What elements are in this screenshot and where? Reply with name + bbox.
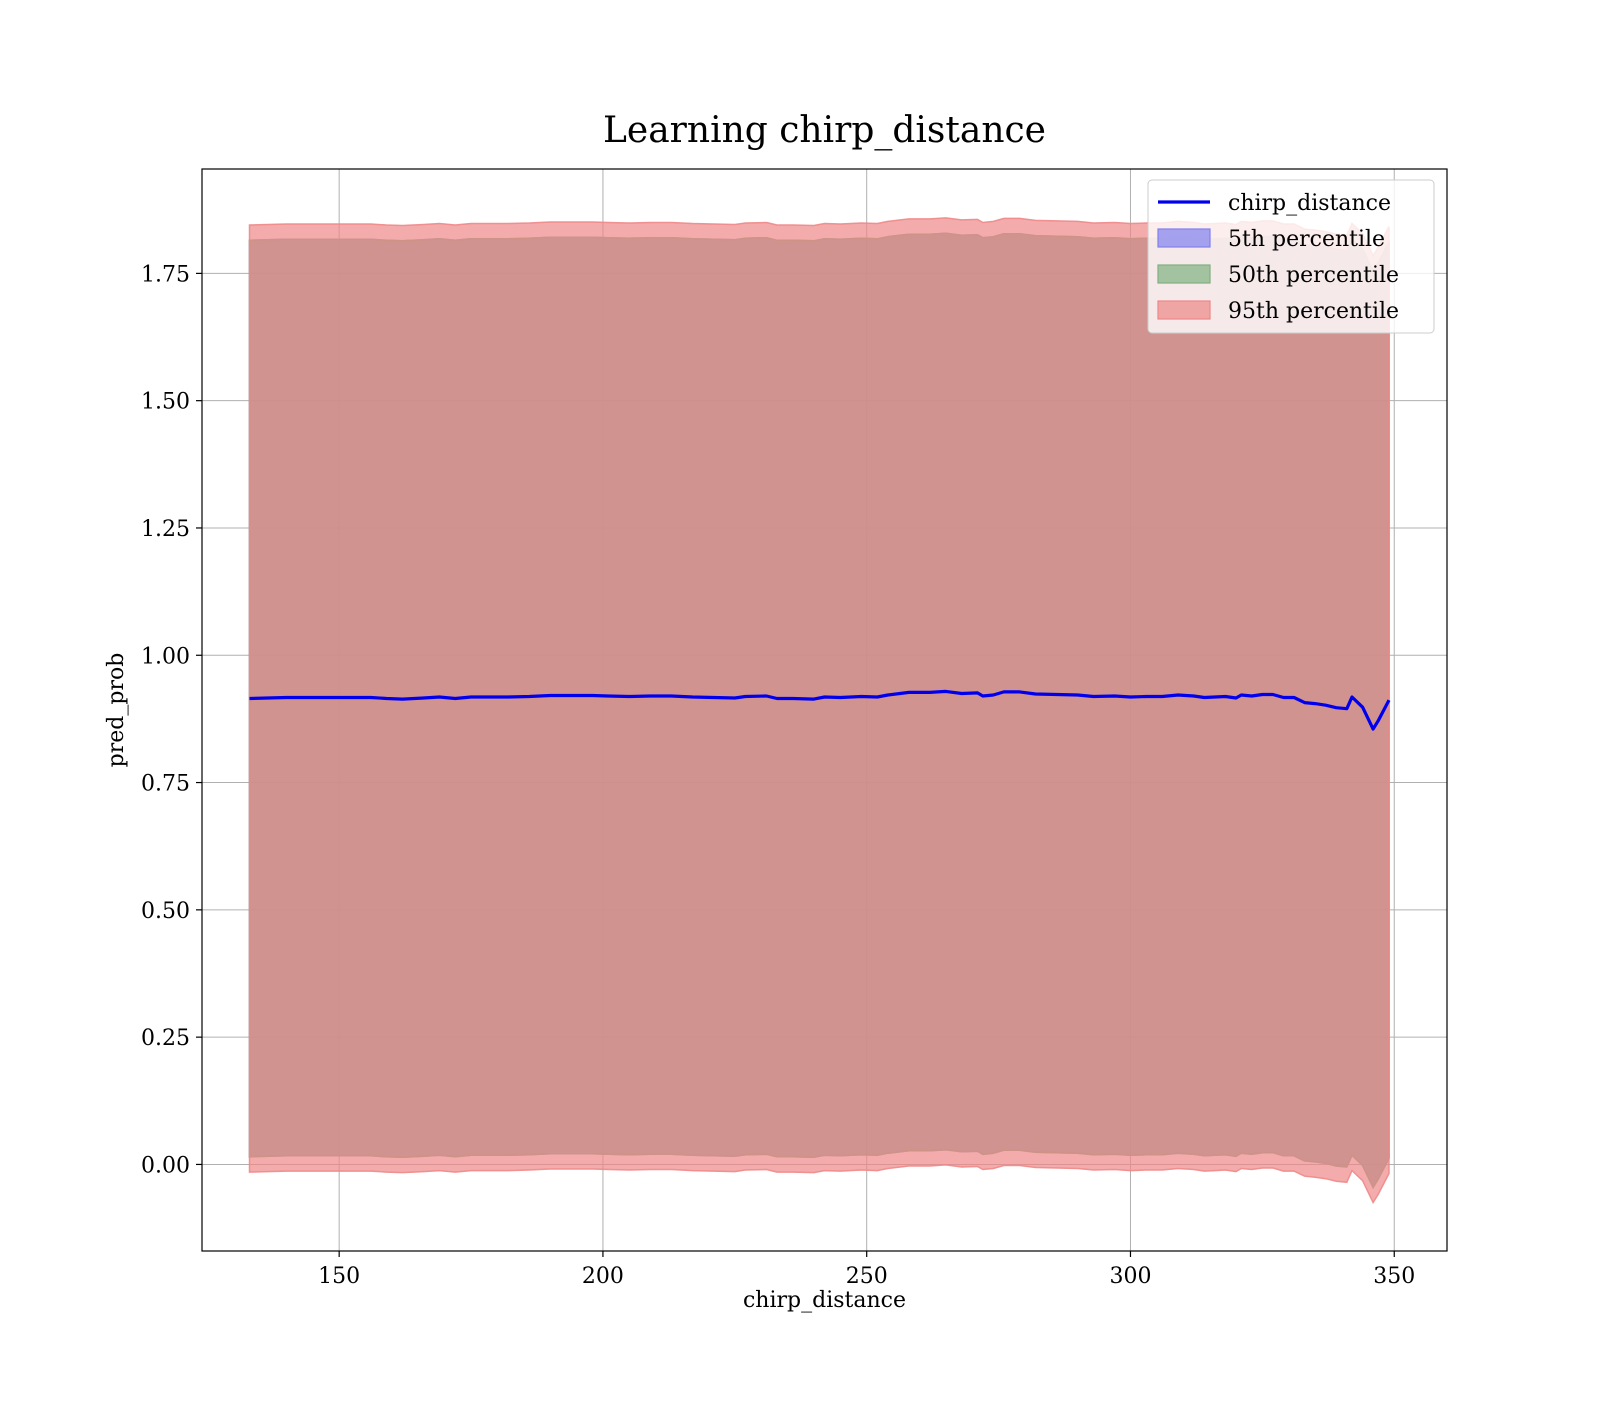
x-tick-label: 300 [1109,1264,1151,1289]
chart-title: Learning chirp_distance [603,110,1046,151]
legend-label-50th-percentile: 50th percentile [1228,263,1399,288]
plot-frame [201,168,1448,1252]
y-tick-label: 0.25 [141,1026,190,1051]
y-tick-label: 1.50 [141,390,190,415]
x-tick-label: 350 [1373,1264,1415,1289]
x-tick-label: 250 [846,1264,888,1289]
x-tick-label: 200 [582,1264,624,1289]
x-axis-label: chirp_distance [743,1288,906,1313]
y-tick-label: 1.00 [141,644,190,669]
band-95th-percentile [248,217,1390,1205]
legend-label-5th-percentile: 5th percentile [1228,227,1385,252]
legend-swatch-50th-percentile [1157,264,1211,284]
y-tick-label: 0.00 [141,1153,190,1178]
legend: chirp_distance 5th percentile 50th percent… [1147,179,1435,334]
legend-label-95th-percentile: 95th percentile [1228,299,1399,324]
x-tick-label: 150 [318,1264,360,1289]
legend-swatch-5th-percentile [1157,228,1211,248]
series-lines [249,689,1391,731]
legend-swatch-95th-percentile [1157,300,1211,320]
y-tick-label: 1.75 [141,262,190,287]
y-axis-label: pred_prob [104,653,129,768]
axis-ticks: 150 200 250 300 350 0.00 0.25 0.50 0.75 1.00 1.25 1… [141,262,1415,1289]
y-tick-label: 0.50 [141,899,190,924]
y-tick-label: 0.75 [141,772,190,797]
legend-label-chirp-distance: chirp_distance [1228,191,1391,216]
percentile-bands [248,217,1390,1205]
y-tick-label: 1.25 [141,517,190,542]
series-line-chirp-distance [249,689,1391,731]
legend-box [1147,179,1435,334]
